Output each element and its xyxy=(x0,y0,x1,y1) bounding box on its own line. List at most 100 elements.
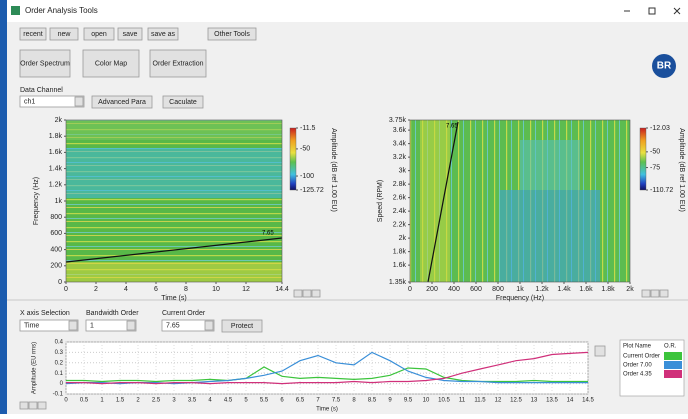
legend-label[interactable]: Order 4.35 xyxy=(623,372,652,378)
x-tick-label: 11.5 xyxy=(474,398,486,404)
x-tick-label: 0 xyxy=(64,286,68,293)
scroll-icon[interactable] xyxy=(595,346,605,356)
channel-select-value[interactable]: ch1 xyxy=(24,98,35,105)
x-tick-label: 10.5 xyxy=(438,398,450,404)
heatmap-patch xyxy=(420,120,450,282)
screen: Order Analysis Tools BR recentnewopensav… xyxy=(0,0,688,414)
y-tick-label: 0.4 xyxy=(55,340,64,346)
y-tick-label: 3k xyxy=(399,167,407,174)
x-tick-label: 4.5 xyxy=(224,398,233,404)
x-tick-label: 11 xyxy=(459,398,466,404)
colorbar-tick-label: -100 xyxy=(300,173,314,180)
colorbar-tick-label: -125.72 xyxy=(300,187,324,194)
heatmap-patch xyxy=(66,262,282,282)
colorbar-title: Amplitude (dB ref 1.00 EU) xyxy=(678,128,685,212)
legend-swatch[interactable] xyxy=(664,361,682,369)
mode-button-label[interactable]: Order Spectrum xyxy=(20,60,70,67)
y-axis-title: Speed (RPM) xyxy=(377,180,384,222)
field-label: Data Channel xyxy=(20,87,63,94)
y-tick-label: 400 xyxy=(50,246,62,253)
y-tick-label: 1k xyxy=(55,198,63,205)
title-bar xyxy=(7,0,688,22)
x-tick-label: 1.5 xyxy=(116,398,125,404)
y-tick-label: 3.75k xyxy=(389,117,407,124)
legend-label[interactable]: Current Order xyxy=(623,354,660,360)
x-tick-label: 1.6k xyxy=(579,286,593,293)
y-tick-label: 1.4k xyxy=(49,165,63,172)
x-tick-label: 13 xyxy=(531,398,538,404)
y-axis-title: Frequency (Hz) xyxy=(33,177,40,225)
legend-label[interactable]: Order 7.00 xyxy=(623,363,652,369)
x-axis-select-arrow[interactable] xyxy=(69,321,77,330)
y-tick-label: 1.8k xyxy=(49,133,63,140)
x-tick-label: 14.4 xyxy=(275,286,289,293)
legend-swatch[interactable] xyxy=(664,370,682,378)
x-tick-label: 14.5 xyxy=(582,398,594,404)
graph-tool[interactable] xyxy=(20,402,28,409)
x-tick-label: 8.5 xyxy=(368,398,377,404)
x-tick-label: 800 xyxy=(492,286,504,293)
field-label: X axis Selection xyxy=(20,310,70,317)
colorbar-tick-label: -50 xyxy=(300,146,310,153)
field-label: Current Order xyxy=(162,310,206,317)
x-tick-label: 200 xyxy=(426,286,438,293)
heatmap xyxy=(66,120,282,282)
x-tick-label: 12 xyxy=(495,398,502,404)
y-tick-label: 0.3 xyxy=(55,350,64,356)
zoom-tool[interactable] xyxy=(642,290,650,297)
y-tick-label: 3.4k xyxy=(393,140,407,147)
x-tick-label: 8 xyxy=(184,286,188,293)
x-tick-label: 2k xyxy=(626,286,634,293)
channel-select-arrow[interactable] xyxy=(75,97,83,106)
x-tick-label: 6 xyxy=(154,286,158,293)
x-tick-label: 9.5 xyxy=(404,398,413,404)
colorbar-tick-label: -50 xyxy=(650,149,660,156)
y-tick-label: 200 xyxy=(50,263,62,270)
x-tick-label: 2.5 xyxy=(152,398,161,404)
y-axis-title: Amplitude (EU rms) xyxy=(32,342,38,394)
mode-button-label[interactable]: Color Map xyxy=(95,60,127,67)
toolbar-button-label[interactable]: open xyxy=(91,31,107,38)
heatmap-patch xyxy=(66,120,282,140)
graph-tool[interactable] xyxy=(38,402,46,409)
heatmap-patch xyxy=(66,148,282,198)
y-tick-label: 2.4k xyxy=(393,208,407,215)
toolbar-button-label[interactable]: Other Tools xyxy=(214,31,250,38)
graph-tool[interactable] xyxy=(29,402,37,409)
colorbar-tick-label: -75 xyxy=(650,164,660,171)
toolbar-button-label[interactable]: save as xyxy=(151,31,176,38)
x-tick-label: 400 xyxy=(448,286,460,293)
mode-button-label[interactable]: Order Extraction xyxy=(153,60,204,67)
zoom-tool[interactable] xyxy=(294,290,302,297)
y-tick-label: 1.35k xyxy=(389,279,407,286)
x-tick-label: 12.5 xyxy=(510,398,522,404)
legend-header: O.R. xyxy=(664,344,677,350)
y-tick-label: 2.2k xyxy=(393,221,407,228)
action-button-label[interactable]: Advanced Para xyxy=(98,99,146,106)
y-tick-label: 1.8k xyxy=(393,248,407,255)
y-tick-label: 2k xyxy=(55,117,63,124)
zoom-tool[interactable] xyxy=(312,290,320,297)
protect-button-label[interactable]: Protect xyxy=(231,323,253,330)
toolbar-button-label[interactable]: new xyxy=(58,31,72,38)
bandwidth-input-arrow[interactable] xyxy=(127,321,135,330)
order-label: 7.65 xyxy=(446,124,458,130)
x-tick-label: 1k xyxy=(516,286,524,293)
x-axis-title: Time (s) xyxy=(316,407,338,413)
current-order-input-value[interactable]: 7.65 xyxy=(166,322,180,329)
bandwidth-input-value[interactable]: 1 xyxy=(90,322,94,329)
legend-swatch[interactable] xyxy=(664,352,682,360)
action-button-label[interactable]: Caculate xyxy=(169,99,197,106)
zoom-tool[interactable] xyxy=(303,290,311,297)
x-tick-label: 12 xyxy=(242,286,250,293)
logo-text: BR xyxy=(657,61,672,72)
toolbar-button-label[interactable]: recent xyxy=(23,31,43,38)
x-axis-select-value[interactable]: Time xyxy=(24,322,39,329)
colorbar-title: Amplitude (dB ref 1.00 EU) xyxy=(330,128,337,212)
y-tick-label: 0.2 xyxy=(55,360,64,366)
zoom-tool[interactable] xyxy=(660,290,668,297)
y-tick-label: 600 xyxy=(50,230,62,237)
zoom-tool[interactable] xyxy=(651,290,659,297)
current-order-input-arrow[interactable] xyxy=(205,321,213,330)
toolbar-button-label[interactable]: save xyxy=(123,31,138,38)
